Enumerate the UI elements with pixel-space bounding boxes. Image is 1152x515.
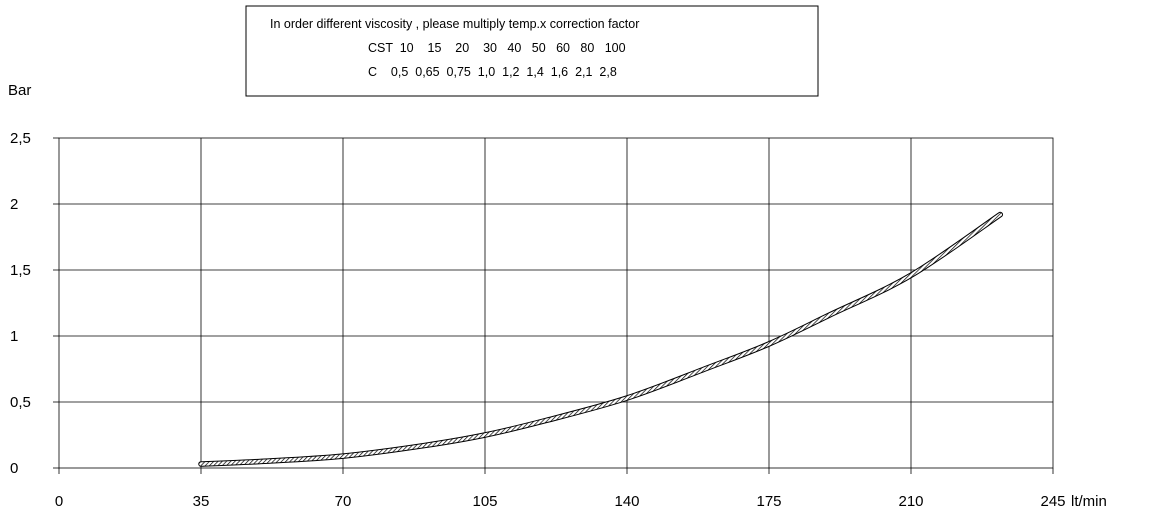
y-tick-label: 2 <box>10 196 18 213</box>
x-tick-label: 35 <box>193 493 210 510</box>
x-tick-label: 0 <box>55 493 63 510</box>
note-row-c: C 0,5 0,65 0,75 1,0 1,2 1,4 1,6 2,1 2,8 <box>368 65 617 79</box>
series-group <box>198 211 1004 467</box>
x-axis-ticks: 0 35 70 105 140 175 210 245 <box>55 468 1066 510</box>
grid-lines <box>58 137 1054 469</box>
note-box <box>245 5 819 97</box>
y-tick-label: 1,5 <box>10 262 31 279</box>
x-axis-unit: lt/min <box>1071 493 1107 510</box>
x-tick-label: 105 <box>472 493 497 510</box>
note-row-cst: CST 10 15 20 30 40 50 60 80 100 <box>368 41 626 55</box>
y-tick-label: 0 <box>10 460 18 477</box>
x-tick-label: 70 <box>335 493 352 510</box>
plot-frame <box>58 137 1054 469</box>
x-tick-label: 210 <box>898 493 923 510</box>
x-tick-label: 245 <box>1040 493 1065 510</box>
correction-note: In order different viscosity , please mu… <box>245 5 819 97</box>
y-tick-label: 0,5 <box>10 394 31 411</box>
y-tick-label: 2,5 <box>10 130 31 147</box>
note-line1: In order different viscosity , please mu… <box>270 17 639 31</box>
series-line <box>199 212 1003 466</box>
y-tick-label: 1 <box>10 328 18 345</box>
x-tick-label: 175 <box>756 493 781 510</box>
series-line-outline <box>198 211 1004 467</box>
y-axis-label: Bar <box>8 82 31 99</box>
x-tick-label: 140 <box>614 493 639 510</box>
y-axis-ticks: 0 0,5 1 1,5 2 2,5 <box>10 130 59 477</box>
